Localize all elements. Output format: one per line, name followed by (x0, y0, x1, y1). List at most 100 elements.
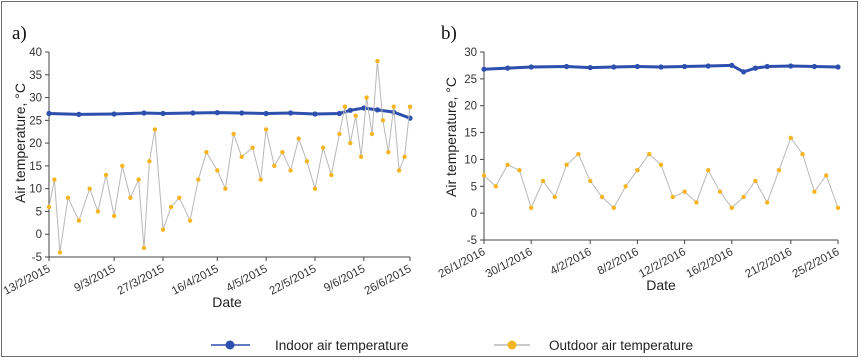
panel-a-series-outdoor-line (49, 61, 410, 252)
panel-a-series-outdoor-point (381, 118, 385, 122)
panel-a-series-outdoor-point (288, 168, 292, 172)
legend: Indoor air temperature Outdoor air tempe… (211, 338, 693, 353)
panel-b-x-tick-label: 12/2/2016 (637, 246, 688, 281)
panel-b-x-tick-label: 25/2/2016 (791, 246, 842, 281)
panel-b-series-outdoor-point (482, 173, 486, 177)
panel-b-series-indoor-point (635, 64, 640, 69)
panel-a-series-indoor-point (337, 111, 342, 116)
panel-b-series-outdoor-point (564, 163, 568, 167)
panel-b-series-outdoor-point (671, 195, 675, 199)
panel-a-series-outdoor-point (128, 196, 132, 200)
panel-a-series-outdoor-point (337, 132, 341, 136)
panel-a-series-outdoor-point (47, 205, 51, 209)
panel-b-series-outdoor-point (765, 200, 769, 204)
panel-b-series-outdoor-point (553, 195, 557, 199)
panel-b-series-outdoor-point (494, 184, 498, 188)
panel-b-y-tick-label: 10 (464, 154, 477, 166)
panel-a-series-outdoor-point (408, 105, 412, 109)
legend-indoor-label: Indoor air temperature (275, 338, 409, 353)
panel-b-series-outdoor-point (800, 152, 804, 156)
panel-a-series-indoor-point (264, 111, 269, 116)
panel-a-x-tick-label: 22/5/2015 (268, 263, 319, 298)
panel-a-chart: a) Air temperature, °C Date -50510152025… (2, 23, 414, 310)
panel-a-y-axis-title: Air temperature, °C (12, 83, 28, 203)
panel-a-y-tick-label: 40 (29, 47, 42, 59)
panel-a-x-tick-label: 16/4/2015 (170, 263, 221, 298)
panel-a-series-outdoor-point (153, 127, 157, 131)
panel-b-x-tick-label: 8/2/2016 (596, 246, 641, 278)
panel-b-y-tick-label: 30 (464, 47, 477, 59)
panel-a-series-indoor-point (112, 111, 117, 116)
legend-outdoor-marker (508, 341, 517, 350)
panel-a-x-tick-label: 4/5/2015 (224, 263, 269, 295)
panel-b-series-outdoor-point (812, 190, 816, 194)
panel-a-series-outdoor-point (329, 173, 333, 177)
panel-b-series-outdoor-point (623, 184, 627, 188)
panel-a-series-outdoor-point (297, 136, 301, 140)
panel-a-series-outdoor-point (147, 159, 151, 163)
panel-a-series-indoor-point (239, 110, 244, 115)
panel-b-series-indoor-point (741, 69, 746, 74)
panel-b-chart: b) Air temperature, °C Date -50510152025… (437, 23, 842, 293)
panel-a-series-outdoor-point (250, 146, 254, 150)
panel-b-x-tick-label: 26/1/2016 (437, 246, 488, 281)
panel-a-x-tick-label: 13/2/2015 (2, 263, 53, 298)
panel-b-series-indoor-point (682, 64, 687, 69)
panel-b-series-outdoor-point (612, 206, 616, 210)
panel-b-series-outdoor-point (588, 179, 592, 183)
panel-a-series-outdoor-point (58, 250, 62, 254)
panel-a-series-outdoor-point (112, 214, 116, 218)
panel-b-series-indoor-point (588, 65, 593, 70)
panel-a-series-outdoor-point (402, 155, 406, 159)
panel-a-series-outdoor-point (96, 209, 100, 213)
panel-a-series-outdoor-point (88, 187, 92, 191)
panel-b-series-outdoor-point (789, 136, 793, 140)
panel-a-series-indoor-point (160, 111, 165, 116)
panel-b-series-outdoor-point (529, 206, 533, 210)
panel-b-series-indoor-point (658, 64, 663, 69)
panel-b-series-indoor-point (812, 64, 817, 69)
legend-indoor-marker (226, 341, 235, 350)
panel-a-y-tick-label: 0 (36, 229, 42, 241)
panel-b-series-indoor-point (788, 63, 793, 68)
panel-b-series-outdoor-point (753, 179, 757, 183)
panel-b-series-indoor-point (481, 67, 486, 72)
panel-b-x-tick-label: 4/2/2016 (548, 246, 593, 278)
panel-a-series-indoor-point (375, 107, 380, 112)
panel-b-series-outdoor-line (484, 138, 838, 208)
panel-a-series-outdoor-point (392, 105, 396, 109)
panel-a-series-outdoor-point (204, 150, 208, 154)
panel-b-series-outdoor-point (635, 168, 639, 172)
panel-a-x-tick-label: 26/6/2015 (363, 263, 414, 298)
panel-a-series-outdoor-point (397, 168, 401, 172)
panel-a-series-outdoor-point (215, 168, 219, 172)
panel-b-series-outdoor-point (541, 179, 545, 183)
panel-b-x-tick-label: 21/2/2016 (743, 246, 794, 281)
panel-b-y-tick-label: 15 (464, 128, 477, 140)
panel-a-series-outdoor-point (359, 155, 363, 159)
panel-b-y-axis-title: Air temperature, °C (443, 77, 459, 197)
panel-a-series-indoor-point (141, 110, 146, 115)
panel-a-series-outdoor-point (264, 127, 268, 131)
panel-a-series-outdoor-point (77, 218, 81, 222)
panel-b-x-axis-title: Date (646, 277, 676, 293)
panel-b-series-indoor-point (835, 64, 840, 69)
panel-a-series-outdoor-point (142, 246, 146, 250)
panel-a-series-outdoor-point (177, 196, 181, 200)
panel-b-y-tick-label: -5 (467, 235, 477, 247)
panel-a-series-outdoor-point (280, 150, 284, 154)
panel-a-y-tick-label: 20 (29, 138, 42, 150)
panel-a-series-outdoor-point (305, 159, 309, 163)
panel-b-series-outdoor-point (659, 163, 663, 167)
panel-a-series-indoor-point (312, 111, 317, 116)
panel-a-series-indoor-point (288, 110, 293, 115)
panel-a-series-outdoor-point (364, 95, 368, 99)
legend-outdoor-label: Outdoor air temperature (549, 338, 693, 353)
panel-b-x-tick-label: 30/1/2016 (484, 246, 535, 281)
panel-a-series-outdoor-point (231, 132, 235, 136)
panel-b-series-outdoor-point (777, 168, 781, 172)
panel-a-series-outdoor-point (104, 173, 108, 177)
panel-a-series-outdoor-point (370, 132, 374, 136)
panel-a-series-outdoor-point (354, 114, 358, 118)
